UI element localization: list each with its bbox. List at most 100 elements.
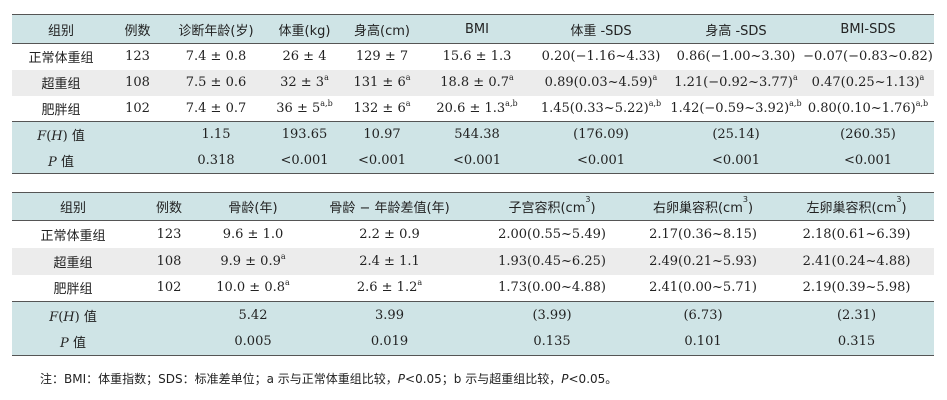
value: 9.6 ± 1.0 bbox=[222, 226, 284, 242]
note-part2: <0.05；b 示与超重组比较， bbox=[405, 372, 562, 386]
cell-height-sds: 1.42(−0.59~3.92)a,b bbox=[670, 96, 802, 122]
p-age: 0.318 bbox=[197, 152, 235, 168]
stat-symbol: P bbox=[60, 336, 69, 352]
table1-f-row: F(H) 值 1.15 193.65 10.97 544.38 (176.09)… bbox=[12, 121, 934, 148]
cell-age: 7.4 ± 0.7 bbox=[185, 100, 247, 116]
unit-close: ) bbox=[901, 201, 907, 216]
table1-header-row: 组别 例数 诊断年龄(岁) 体重(kg) 身高(cm) BMI 体重 -SDS … bbox=[12, 14, 934, 44]
cell-weight-sds: 0.20(−1.16~4.33) bbox=[532, 44, 670, 70]
stat-suffix: 值 bbox=[71, 129, 85, 145]
cell-group: 正常体重组 bbox=[28, 51, 94, 67]
f-uterus: (3.99) bbox=[532, 307, 572, 323]
cell-weight: 26 ± 4 bbox=[267, 44, 342, 70]
table1-header-weight-sds: 体重 -SDS bbox=[570, 23, 632, 39]
cell-empty bbox=[110, 122, 165, 148]
p-height: <0.001 bbox=[357, 152, 407, 168]
sig-mark: a,b bbox=[789, 98, 802, 108]
p-bone-age: 0.005 bbox=[234, 334, 272, 350]
sig-mark: a bbox=[324, 73, 329, 82]
cell-uterus: 1.73(0.00~4.88) bbox=[498, 280, 606, 296]
cell-age-diff: 2.2 ± 0.9 bbox=[302, 221, 477, 248]
cell-bmi-sds: −0.07(−0.83~0.82) bbox=[802, 44, 934, 70]
cell-right-ovary: 2.41(0.00~5.71) bbox=[649, 280, 757, 296]
sig-mark: a bbox=[285, 278, 290, 288]
f-bmi-sds: (260.35) bbox=[840, 127, 896, 143]
sig-mark: a bbox=[792, 73, 798, 82]
f-label: F(H) 值 bbox=[49, 309, 97, 325]
cell-empty bbox=[134, 329, 204, 356]
unit-exponent: 3 bbox=[585, 195, 591, 204]
cell-n: 102 bbox=[156, 280, 182, 296]
p-label: P 值 bbox=[12, 329, 134, 356]
cell-height: 129 ± 7 bbox=[342, 44, 422, 70]
table2-header-n: 例数 bbox=[155, 201, 182, 216]
sig-mark: a bbox=[417, 278, 423, 288]
cell-left-ovary: 2.18(0.61~6.39) bbox=[802, 226, 911, 242]
sig-mark: a bbox=[405, 98, 411, 108]
value: 9.9 ± 0.9 bbox=[220, 253, 281, 269]
table1-header-bmi-sds: BMI-SDS bbox=[840, 21, 896, 37]
table2-header-age-diff: 骨龄 − 年龄差值(年) bbox=[329, 201, 450, 216]
cell-empty bbox=[134, 302, 204, 329]
table1-header-age: 诊断年龄(岁) bbox=[178, 23, 254, 39]
cell-height-sds: 1.21(−0.92~3.77)a bbox=[670, 70, 802, 96]
cell-n: 102 bbox=[125, 100, 150, 116]
value: 15.6 ± 1.3 bbox=[442, 49, 512, 65]
value: 1.45(0.33~5.22) bbox=[540, 100, 649, 116]
table-footnote: 注：BMI：体重指数；SDS：标准差单位；a 示与正常体重组比较，P<0.05；… bbox=[40, 370, 617, 387]
cell-left-ovary: 2.19(0.39~5.98) bbox=[802, 280, 911, 296]
header-text: 子宫容积(cm bbox=[508, 201, 586, 216]
f-bone-age: 5.42 bbox=[238, 307, 268, 323]
f-bmi: 544.38 bbox=[454, 127, 500, 143]
value: −0.07(−0.83~0.82) bbox=[803, 49, 933, 65]
stat-alt-symbol: H bbox=[51, 129, 63, 145]
cell-group: 超重组 bbox=[53, 255, 93, 271]
cell-height-sds: 0.86(−1.00~3.30) bbox=[670, 44, 802, 70]
f-left-ovary: (2.31) bbox=[836, 307, 877, 323]
table2-f-row: F(H) 值 5.42 3.99 (3.99) (6.73) (2.31) bbox=[12, 301, 934, 329]
sig-mark: a,b bbox=[915, 98, 929, 108]
f-right-ovary: (6.73) bbox=[683, 307, 723, 323]
table-row: 正常体重组 123 7.4 ± 0.8 26 ± 4 129 ± 7 15.6 … bbox=[12, 43, 934, 70]
p-age-diff: 0.019 bbox=[370, 334, 409, 350]
value: 1.21(−0.92~3.77) bbox=[674, 75, 793, 90]
table2-header-group: 组别 bbox=[59, 201, 86, 216]
cell-n: 123 bbox=[156, 226, 182, 242]
value: 0.20(−1.16~4.33) bbox=[541, 49, 661, 65]
value: 36 ± 5 bbox=[276, 100, 321, 116]
cell-bmi: 15.6 ± 1.3 bbox=[422, 44, 532, 70]
unit-exponent: 3 bbox=[742, 195, 748, 204]
f-height-sds: (25.14) bbox=[712, 127, 760, 143]
f-age: 1.15 bbox=[201, 127, 231, 143]
value: 0.80(0.10~1.76) bbox=[807, 100, 916, 116]
cell-group: 正常体重组 bbox=[40, 228, 106, 244]
sig-mark: a bbox=[405, 73, 411, 82]
value: 32 ± 3 bbox=[280, 75, 325, 90]
value: 10.0 ± 0.8 bbox=[216, 280, 285, 296]
unit-close: ) bbox=[747, 201, 754, 216]
f-height: 10.97 bbox=[363, 127, 401, 143]
cell-group: 肥胖组 bbox=[53, 282, 93, 298]
table1-header-n: 例数 bbox=[124, 23, 151, 39]
cell-bmi-sds: 0.47(0.25~1.13)a bbox=[802, 70, 934, 96]
p-height-sds: <0.001 bbox=[711, 152, 761, 168]
table1-header-height: 身高(cm) bbox=[354, 23, 410, 39]
cell-n: 123 bbox=[125, 49, 150, 65]
unit-close: ) bbox=[590, 201, 596, 216]
f-weight-sds: (176.09) bbox=[573, 127, 629, 143]
p-bmi-sds: <0.001 bbox=[843, 152, 893, 168]
sig-mark: a,b bbox=[648, 98, 662, 108]
p-weight-sds: <0.001 bbox=[576, 152, 626, 168]
cell-age: 7.4 ± 0.8 bbox=[185, 49, 247, 65]
value: 2.4 ± 1.1 bbox=[359, 253, 420, 269]
header-text: 右卵巢容积(cm bbox=[652, 201, 743, 216]
table-row: 超重组 108 7.5 ± 0.6 32 ± 3a 131 ± 6a 18.8 … bbox=[12, 69, 934, 96]
cell-right-ovary: 2.17(0.36~8.15) bbox=[649, 226, 757, 242]
cell-age-diff: 2.4 ± 1.1 bbox=[302, 248, 477, 275]
cell-bone-age: 9.6 ± 1.0 bbox=[204, 221, 302, 248]
value: 132 ± 6 bbox=[353, 100, 406, 116]
cell-group: 肥胖组 bbox=[41, 102, 81, 118]
table1-header-bmi: BMI bbox=[465, 21, 489, 37]
f-label: F(H) 值 bbox=[37, 129, 85, 145]
value: 2.6 ± 1.2 bbox=[356, 280, 418, 296]
